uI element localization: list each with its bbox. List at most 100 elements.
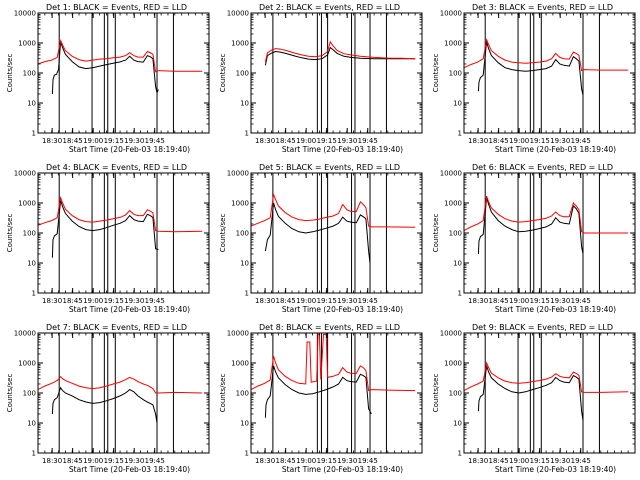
y-tick-label: 10000 (440, 170, 462, 178)
x-tick-label: 19:30 (550, 137, 570, 145)
y-tick-label: 10 (27, 420, 36, 428)
chart-title: Det 3: BLACK = Events, RED = LLD (472, 3, 613, 12)
x-tick-label: 18:30 (468, 457, 488, 465)
series-line-lld (250, 192, 416, 228)
x-tick-label: 19:15 (530, 137, 550, 145)
x-tick-label: 18:30 (42, 297, 62, 305)
x-tick-label: 19:00 (296, 457, 316, 465)
series-line-lld (264, 40, 416, 63)
y-tick-label: 10000 (227, 170, 249, 178)
x-axis-label: Start Time (20-Feb-03 18:19:40) (495, 465, 616, 474)
x-tick-label: 19:15 (104, 137, 124, 145)
y-tick-label: 100 (236, 70, 249, 78)
y-tick-label: 10000 (14, 170, 36, 178)
y-tick-label: 1000 (231, 360, 249, 368)
y-tick-label: 1 (245, 290, 249, 298)
x-tick-label: 18:45 (276, 457, 296, 465)
chart-title: Det 8: BLACK = Events, RED = LLD (259, 323, 400, 332)
y-tick-label: 10 (453, 100, 462, 108)
y-tick-label: 100 (449, 390, 462, 398)
x-tick-label: 19:15 (104, 457, 124, 465)
y-tick-label: 100 (236, 230, 249, 238)
y-tick-label: 100 (23, 230, 36, 238)
y-tick-label: 1 (458, 290, 462, 298)
x-axis-label: Start Time (20-Feb-03 18:19:40) (282, 465, 403, 474)
x-tick-label: 19:00 (83, 457, 103, 465)
x-tick-label: 18:30 (42, 457, 62, 465)
x-axis-label: Start Time (20-Feb-03 18:19:40) (495, 305, 616, 314)
y-axis-label: Counts/sec (219, 214, 227, 253)
y-tick-label: 10 (27, 100, 36, 108)
x-tick-label: 19:15 (317, 457, 337, 465)
x-tick-label: 19:00 (296, 137, 316, 145)
x-tick-label: 19:15 (317, 297, 337, 305)
x-tick-label: 18:45 (276, 137, 296, 145)
x-tick-label: 18:30 (468, 297, 488, 305)
y-tick-label: 10 (240, 420, 249, 428)
x-tick-label: 19:15 (530, 297, 550, 305)
chart-panel-9: Det 9: BLACK = Events, RED = LLD 1 10 100 10… (432, 323, 636, 474)
x-tick-label: 19:15 (530, 457, 550, 465)
series-line-lld (463, 37, 629, 72)
x-tick-label: 19:45 (358, 457, 378, 465)
series-line-lld (463, 195, 629, 234)
y-tick-label: 1 (32, 290, 36, 298)
chart-title: Det 6: BLACK = Events, RED = LLD (472, 163, 613, 172)
series-line-events (264, 365, 372, 418)
series-line-lld (250, 333, 416, 392)
y-tick-label: 1000 (444, 200, 462, 208)
series-line-lld (37, 195, 203, 233)
y-axis-label: Counts/sec (219, 54, 227, 93)
y-axis-label: Counts/sec (432, 214, 440, 253)
y-axis-label: Counts/sec (432, 54, 440, 93)
series-line-events (51, 386, 158, 424)
y-tick-label: 1 (32, 130, 36, 138)
x-axis-label: Start Time (20-Feb-03 18:19:40) (69, 305, 190, 314)
chart-title: Det 5: BLACK = Events, RED = LLD (259, 163, 400, 172)
x-tick-label: 19:45 (571, 137, 591, 145)
chart-panel-8: Det 8: BLACK = Events, RED = LLD 1 10 100 10… (219, 323, 423, 474)
x-tick-label: 19:00 (296, 297, 316, 305)
series-line-events (264, 202, 371, 264)
x-axis-label: Start Time (20-Feb-03 18:19:40) (495, 145, 616, 154)
y-tick-label: 10000 (14, 330, 36, 338)
x-tick-label: 18:30 (255, 297, 275, 305)
chart-panel-1: Det 1: BLACK = Events, RED = LLD 1 10 100 10… (6, 3, 210, 154)
y-tick-label: 10000 (440, 10, 462, 18)
y-tick-label: 1 (245, 130, 249, 138)
x-tick-label: 19:45 (358, 297, 378, 305)
y-tick-label: 1000 (18, 40, 36, 48)
series-line-events (264, 46, 416, 66)
x-tick-label: 19:30 (337, 457, 357, 465)
y-axis-label: Counts/sec (6, 54, 14, 93)
x-tick-label: 18:45 (63, 137, 83, 145)
chart-panel-4: Det 4: BLACK = Events, RED = LLD 1 10 100 10… (6, 163, 210, 314)
x-axis-label: Start Time (20-Feb-03 18:19:40) (282, 305, 403, 314)
y-tick-label: 100 (23, 70, 36, 78)
x-axis-label: Start Time (20-Feb-03 18:19:40) (282, 145, 403, 154)
chart-panel-5: Det 5: BLACK = Events, RED = LLD 1 10 100 10… (219, 163, 423, 314)
x-tick-label: 19:30 (337, 297, 357, 305)
x-tick-label: 19:15 (104, 297, 124, 305)
x-tick-label: 18:45 (276, 297, 296, 305)
x-tick-label: 19:45 (571, 297, 591, 305)
x-tick-label: 18:45 (63, 297, 83, 305)
chart-panel-6: Det 6: BLACK = Events, RED = LLD 1 10 100 10… (432, 163, 636, 314)
y-tick-label: 1 (458, 450, 462, 458)
chart-title: Det 4: BLACK = Events, RED = LLD (46, 163, 187, 172)
x-tick-label: 19:30 (124, 137, 144, 145)
chart-panel-7: Det 7: BLACK = Events, RED = LLD 1 10 100 10… (6, 323, 210, 474)
series-line-events (51, 41, 159, 95)
x-tick-label: 18:30 (255, 137, 275, 145)
chart-panel-3: Det 3: BLACK = Events, RED = LLD 1 10 100 10… (432, 3, 636, 154)
y-tick-label: 10000 (440, 330, 462, 338)
y-tick-label: 10 (27, 260, 36, 268)
x-tick-label: 19:30 (550, 297, 570, 305)
x-tick-label: 18:30 (42, 137, 62, 145)
chart-title: Det 9: BLACK = Events, RED = LLD (472, 323, 613, 332)
x-tick-label: 19:00 (83, 137, 103, 145)
y-tick-label: 1 (458, 130, 462, 138)
y-tick-label: 100 (449, 230, 462, 238)
